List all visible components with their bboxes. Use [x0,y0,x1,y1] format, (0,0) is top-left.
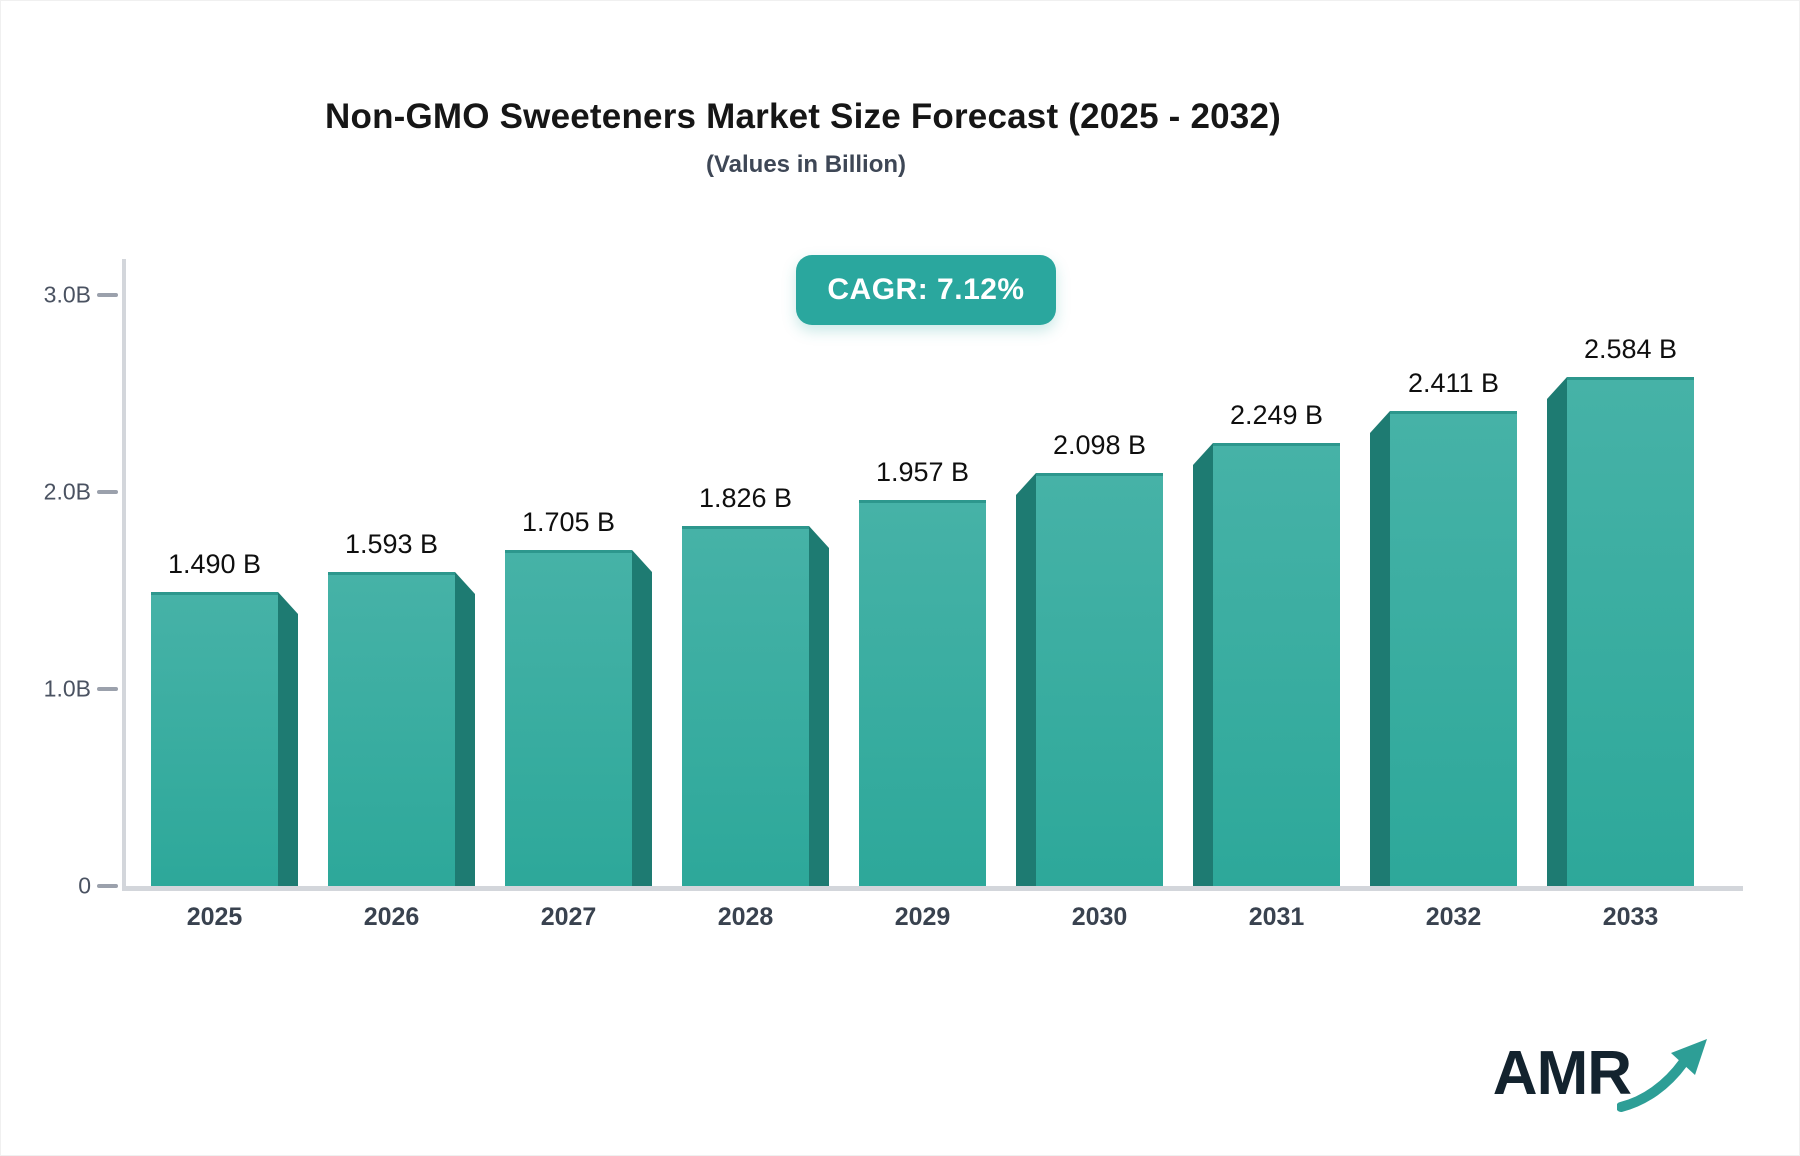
y-axis-tick-label: 2.0B [43,478,91,505]
bar-2029 [859,500,986,886]
bar-side-face [1193,443,1213,886]
bar-2027 [505,550,632,886]
bar-value-label: 2.249 B [1229,400,1324,430]
y-axis-tick [97,884,118,888]
bar-value-label: 1.490 B [167,549,262,579]
cagr-badge-label: CAGR: 7.12% [827,273,1025,306]
bar-side-face [632,550,652,886]
bar-2028 [682,526,809,886]
x-axis-line [122,886,1743,891]
y-axis-tick-label: 0 [78,872,91,899]
bar-side-face [1370,411,1390,886]
x-axis-category-label: 2028 [717,903,774,931]
bar-2032 [1390,411,1517,886]
bar-2030 [1036,473,1163,886]
x-axis-category-label: 2026 [363,903,420,931]
bar-2026 [328,572,455,886]
x-axis-category-label: 2025 [186,903,243,931]
y-axis-tick-label: 1.0B [43,675,91,702]
bar-side-face [455,572,475,886]
bar-side-face [809,526,829,886]
bar-2025 [151,592,278,886]
bar-value-label: 2.098 B [1052,430,1147,460]
bar-side-face [1547,377,1567,886]
bar-value-label: 1.593 B [344,529,439,559]
bar-value-label: 1.957 B [875,457,970,487]
bar-value-label: 2.411 B [1407,368,1500,398]
x-axis-category-label: 2033 [1602,903,1659,931]
y-axis-tick [97,687,118,691]
chart-subtitle: (Values in Billion) [705,151,907,178]
y-axis-tick [97,490,118,494]
growth-arrow-icon [1617,1039,1707,1112]
cagr-badge: CAGR: 7.12% [796,255,1056,325]
x-axis-category-label: 2029 [894,903,951,931]
bar-value-label: 1.705 B [521,507,616,537]
chart-title: Non-GMO Sweeteners Market Size Forecast … [325,97,1281,136]
bar-2033 [1567,377,1694,886]
bar-value-label: 2.584 B [1583,334,1678,364]
bar-side-face [278,592,298,886]
x-axis-category-label: 2031 [1248,903,1305,931]
bar-value-label: 1.826 B [698,483,793,513]
y-axis-tick [97,293,118,297]
bar-2031 [1213,443,1340,886]
bar-side-face [1016,473,1036,886]
amr-logo: AMR [1492,1039,1709,1113]
x-axis-category-label: 2027 [540,903,597,931]
x-axis-category-label: 2032 [1425,903,1482,931]
y-axis-tick-label: 3.0B [43,281,91,308]
amr-logo-text: AMR [1492,1039,1632,1108]
y-axis-line [122,259,126,891]
x-axis-category-label: 2030 [1071,903,1128,931]
